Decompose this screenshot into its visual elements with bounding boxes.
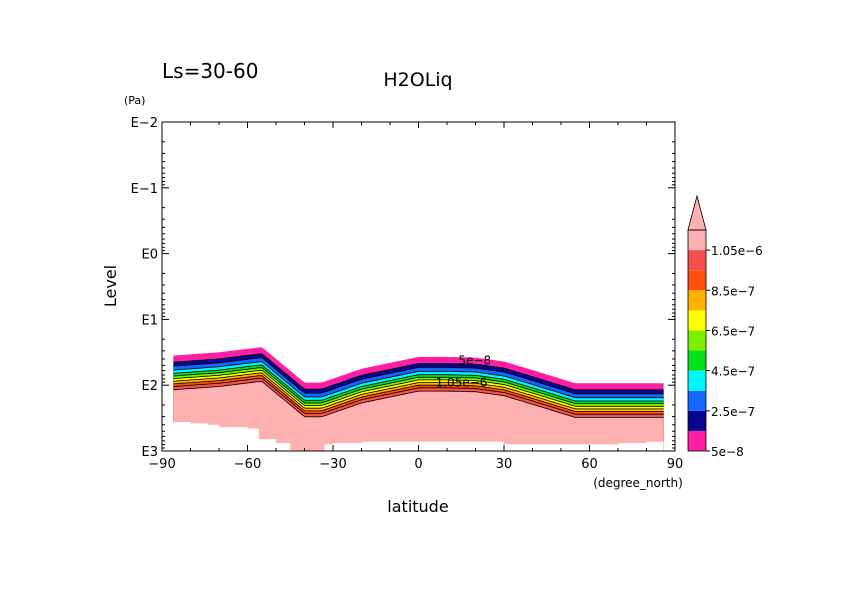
colorbar-segment xyxy=(688,410,706,431)
x-tick-label: 0 xyxy=(414,457,422,472)
colorbar-segment xyxy=(688,430,706,451)
colorbar-label: 6.5e−7 xyxy=(711,324,755,338)
x-tick-label: 90 xyxy=(667,457,684,472)
y-axis-units: (Pa) xyxy=(124,94,145,107)
colorbar-segment xyxy=(688,310,706,331)
chart-title: H2OLiq xyxy=(383,69,452,91)
surface-mask xyxy=(167,422,664,465)
colorbar-label: 4.5e−7 xyxy=(711,365,755,379)
contour-line xyxy=(173,353,664,391)
x-axis: −90 −60 −30 0 30 60 90 xyxy=(148,122,683,472)
colorbar-segment xyxy=(688,250,706,271)
x-tick-label: 30 xyxy=(496,457,513,472)
contour-line xyxy=(173,377,664,415)
y-tick-label: E−1 xyxy=(131,182,158,197)
colorbar-segment xyxy=(688,370,706,391)
contour-line xyxy=(173,367,664,404)
colorbar-label: 8.5e−7 xyxy=(711,284,755,298)
y-tick-label: E1 xyxy=(142,313,159,328)
colorbar-segment xyxy=(688,330,706,351)
plot-area: 5e−8 1.05e−6 xyxy=(161,121,676,465)
contour-line xyxy=(173,357,664,395)
x-axis-units: (degree_north) xyxy=(593,476,683,490)
y-tick-label: E2 xyxy=(142,379,159,394)
contour-line xyxy=(173,369,664,407)
contour-line xyxy=(173,381,664,418)
contour-label-low: 5e−8 xyxy=(458,353,491,367)
colorbar-segment xyxy=(688,390,706,411)
y-tick-label: E−2 xyxy=(131,116,158,131)
y-tick-label: E3 xyxy=(142,445,159,460)
contour-band xyxy=(173,381,664,451)
x-tick-label: −30 xyxy=(319,457,346,472)
period-label: Ls=30-60 xyxy=(162,59,258,83)
colorbar: 5e−8 2.5e−7 4.5e−7 6.5e−7 8.5e−7 1.05e−6 xyxy=(687,194,763,459)
y-tick-label: E0 xyxy=(142,248,159,263)
colorbar-label: 1.05e−6 xyxy=(711,244,763,258)
colorbar-segment xyxy=(688,230,706,251)
colorbar-frame xyxy=(687,229,707,452)
x-axis-label: latitude xyxy=(387,497,448,516)
x-tick-label: −60 xyxy=(234,457,261,472)
contour-line xyxy=(173,372,664,410)
colorbar-label: 5e−8 xyxy=(711,445,744,459)
contour-line xyxy=(173,364,664,402)
y-axis: E−2 E−1 E0 E1 E2 E3 xyxy=(131,116,675,460)
x-tick-label: −90 xyxy=(148,457,175,472)
colorbar-segment xyxy=(688,270,706,291)
x-tick-label: 60 xyxy=(581,457,598,472)
colorbar-extend-arrow xyxy=(687,194,707,231)
contour-line xyxy=(173,361,664,399)
colorbar-label: 2.5e−7 xyxy=(711,405,755,419)
contour-label-high: 1.05e−6 xyxy=(436,375,488,389)
contour-line xyxy=(173,375,664,412)
colorbar-segment xyxy=(688,290,706,311)
y-axis-label: Level xyxy=(101,265,120,307)
colorbar-segment xyxy=(688,350,706,371)
